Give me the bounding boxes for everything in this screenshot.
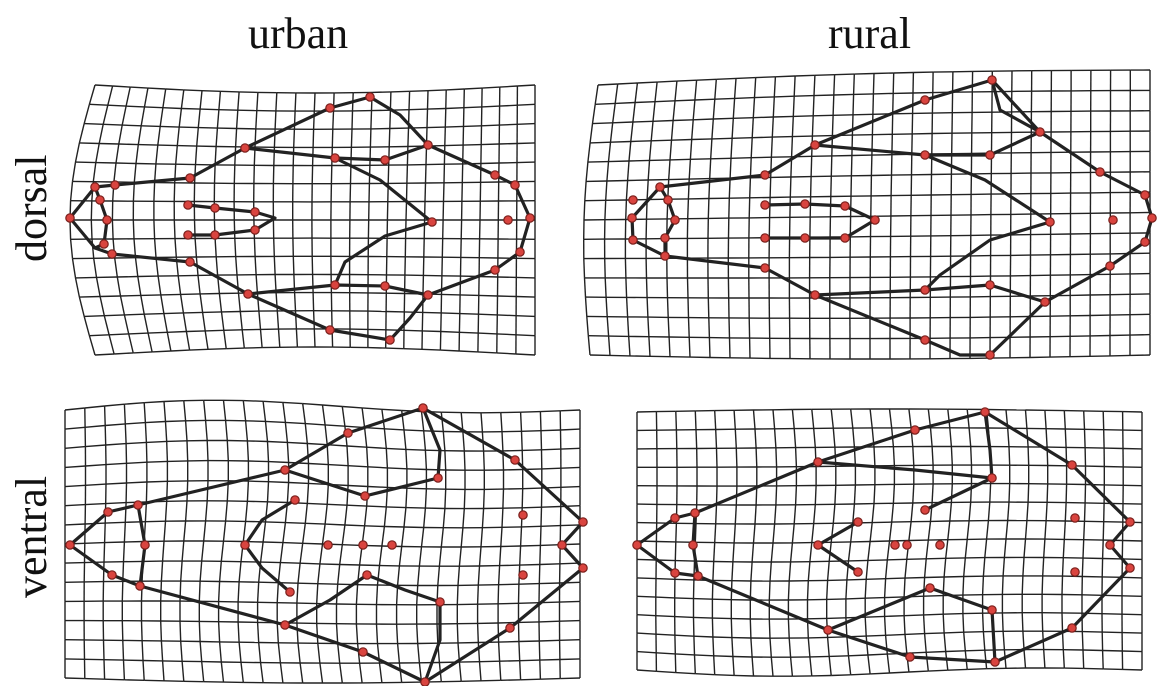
- deformation-grid: [636, 408, 1143, 677]
- panel-rural-ventral: [632, 407, 1143, 677]
- landmark-points: [65, 92, 535, 345]
- panel-urban-ventral: [64, 399, 588, 686]
- landmark-points: [632, 407, 1135, 667]
- landmark-points: [65, 403, 588, 686]
- column-title-urban: urban: [248, 9, 349, 58]
- landmark-points: [627, 75, 1157, 360]
- deformation-grid: [583, 69, 1151, 360]
- panel-urban-dorsal: [65, 84, 536, 356]
- panel-rural-dorsal: [583, 69, 1157, 360]
- deformation-grid: [69, 84, 536, 356]
- column-title-rural: rural: [828, 9, 912, 58]
- skull-outline: [635, 410, 1132, 664]
